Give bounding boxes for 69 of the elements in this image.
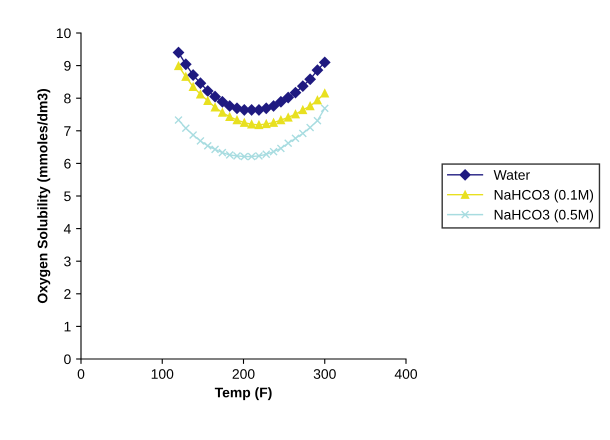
y-tick-label: 9	[64, 60, 71, 71]
point	[304, 74, 316, 85]
point	[204, 142, 212, 150]
point	[194, 78, 206, 89]
point	[282, 92, 294, 104]
point	[313, 116, 322, 125]
point	[284, 139, 292, 148]
legend-label: Water	[494, 170, 530, 180]
point	[210, 103, 220, 112]
point	[306, 102, 314, 110]
point	[182, 124, 190, 132]
y-axis-title: Oxygen Solubility (mmoles/dm3)	[37, 89, 50, 304]
point	[284, 113, 292, 122]
point	[319, 56, 330, 68]
point	[290, 87, 302, 98]
point	[218, 108, 227, 117]
x-tick-label: 400	[394, 369, 418, 379]
point	[298, 106, 307, 114]
x-tick-label: 100	[152, 369, 174, 379]
point	[291, 110, 300, 118]
y-tick-label: 8	[64, 94, 71, 104]
y-tick-label: 10	[56, 28, 71, 38]
point	[174, 62, 183, 70]
x-tick-label: 0	[78, 369, 84, 379]
point	[202, 85, 214, 97]
y-tick-label: 5	[64, 191, 71, 202]
point	[262, 120, 270, 128]
point	[240, 118, 248, 127]
point	[297, 80, 308, 92]
y-tick-label: 4	[64, 224, 71, 234]
point	[254, 120, 264, 130]
point	[172, 46, 184, 58]
point	[269, 118, 278, 127]
point	[320, 89, 329, 98]
legend-label: NaHCO3 (0.5M)	[494, 209, 594, 222]
x-tick-label: 200	[232, 369, 255, 379]
point	[320, 104, 329, 112]
legend-label: NaHCO3 (0.1M)	[494, 190, 594, 202]
point	[180, 58, 192, 70]
point	[224, 100, 236, 112]
point	[188, 130, 198, 140]
point	[298, 129, 307, 138]
point	[268, 100, 280, 112]
y-tick-label: 2	[64, 289, 71, 299]
point	[204, 96, 212, 105]
y-tick-label: 6	[64, 158, 71, 169]
x-tick-label: 300	[314, 369, 336, 379]
point	[182, 72, 190, 81]
y-tick-label: 3	[64, 256, 71, 266]
point	[291, 134, 300, 142]
y-tick-label: 1	[64, 322, 71, 332]
point	[188, 69, 199, 81]
point	[188, 82, 198, 91]
point	[232, 116, 242, 124]
point	[216, 96, 228, 108]
point	[226, 112, 234, 121]
point	[196, 90, 205, 98]
point	[313, 96, 322, 104]
x-axis-title: Temp (F)	[214, 387, 272, 400]
point	[209, 90, 221, 102]
point	[196, 136, 205, 146]
y-tick-label: 0	[64, 354, 71, 364]
point	[276, 116, 286, 124]
point	[275, 96, 286, 108]
point	[174, 116, 183, 124]
point	[312, 64, 324, 76]
y-tick-label: 7	[64, 126, 71, 136]
point	[306, 123, 314, 132]
point	[247, 120, 256, 128]
